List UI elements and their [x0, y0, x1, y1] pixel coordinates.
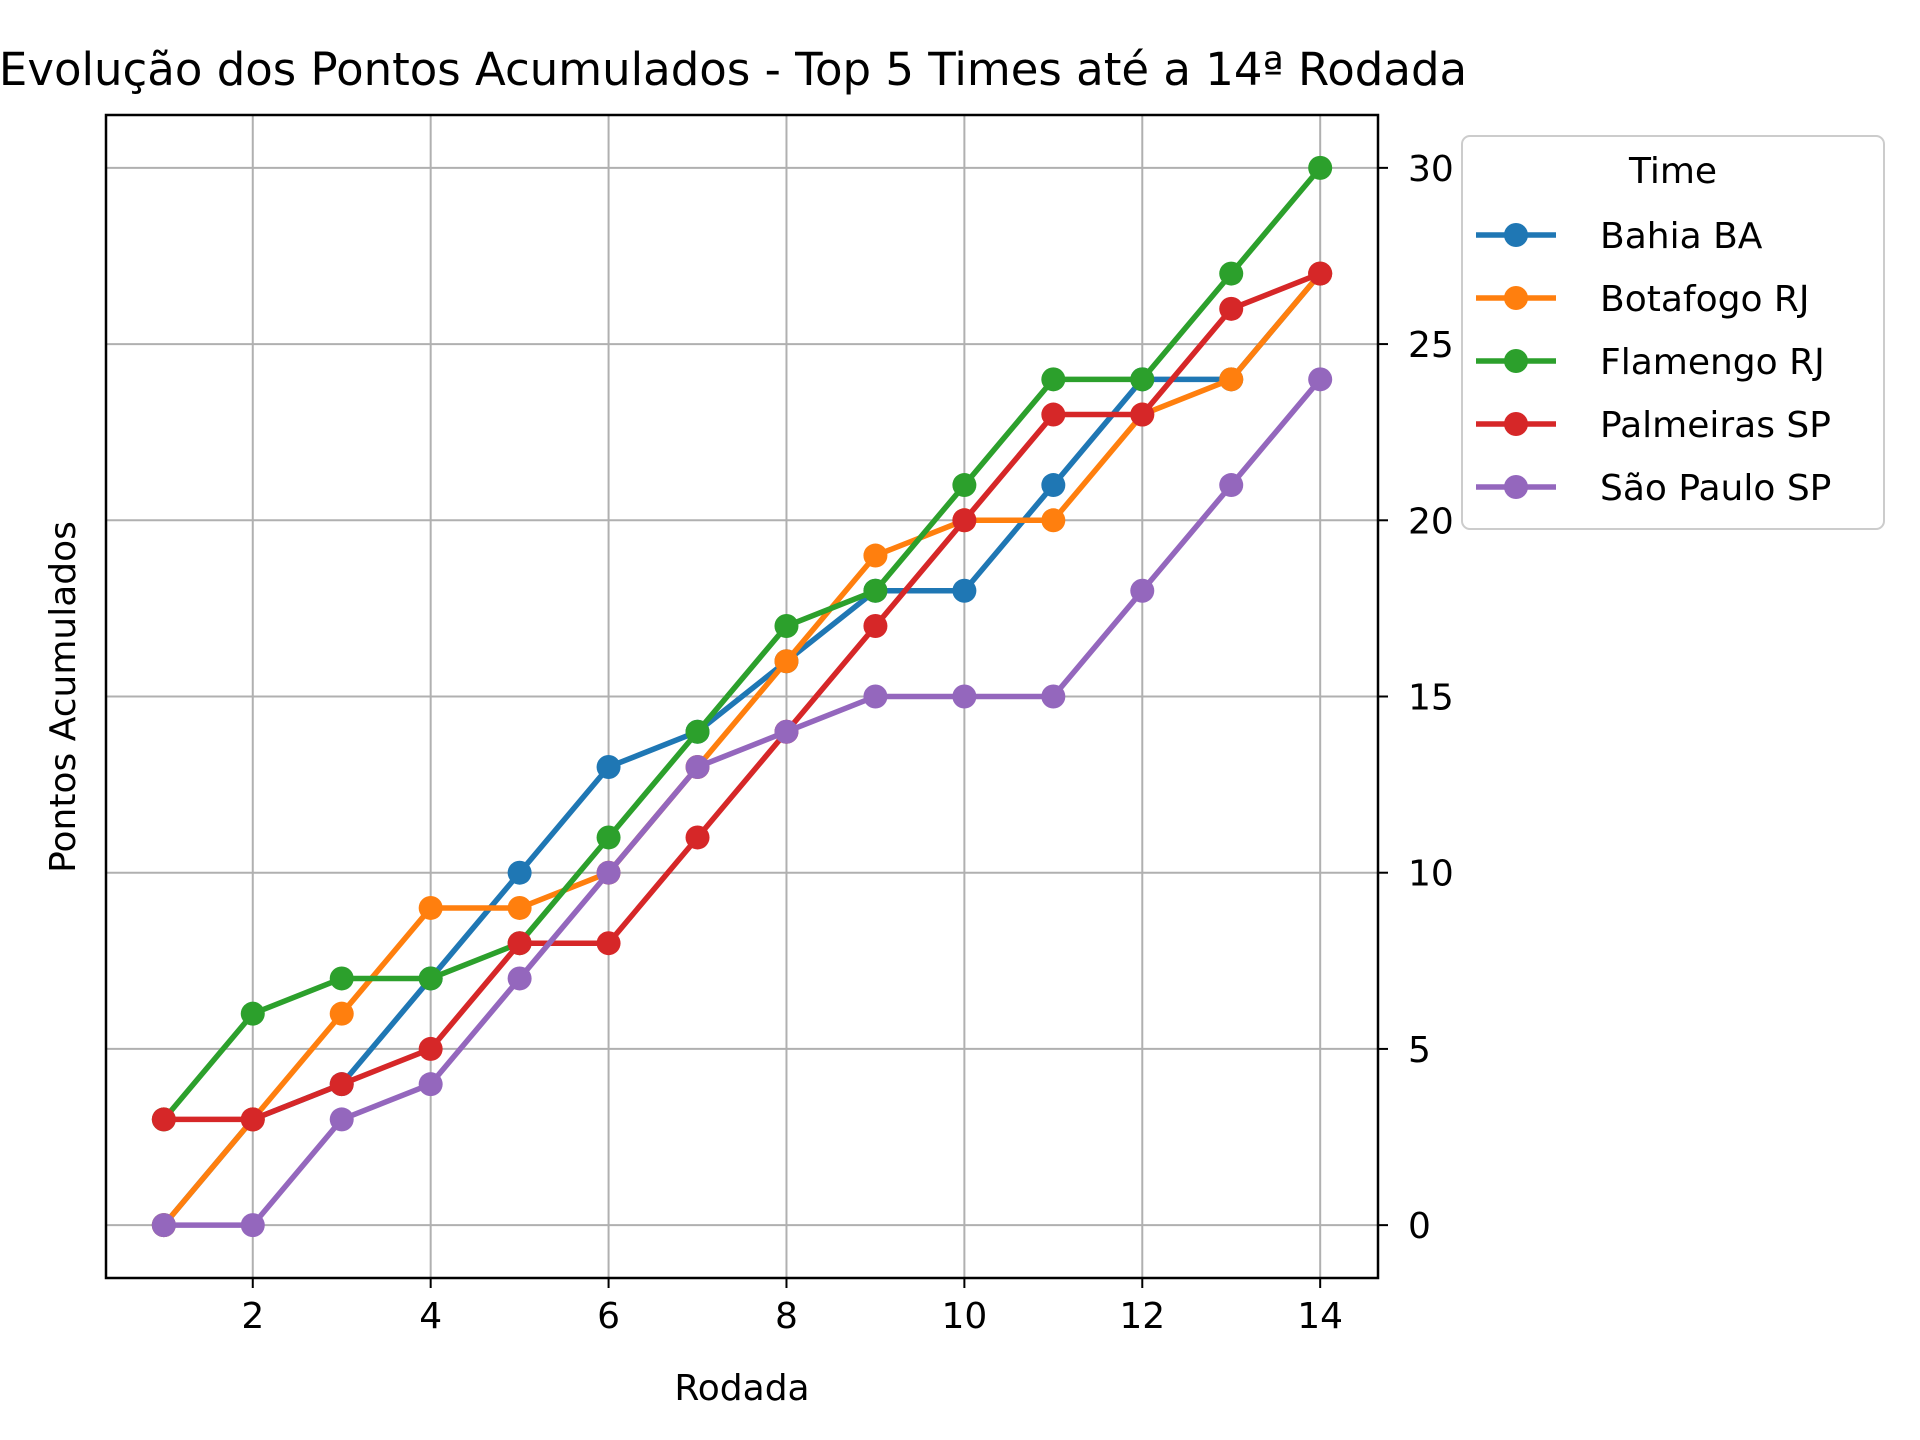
- data-point: [1219, 261, 1244, 286]
- series-line: [161, 271, 1323, 1227]
- data-point: [1130, 402, 1155, 427]
- legend-item: São Paulo SP: [1476, 468, 1831, 509]
- data-point: [418, 1036, 443, 1061]
- y-tick-label: 25: [1408, 325, 1454, 366]
- y-tick-label: 10: [1408, 854, 1454, 895]
- data-point: [952, 684, 977, 709]
- x-tick-label: 10: [941, 1296, 987, 1337]
- data-point: [774, 649, 799, 674]
- series-flamengo-rj: [151, 155, 1333, 1132]
- data-point: [596, 931, 621, 956]
- y-axis-label: Pontos Acumulados: [43, 521, 84, 873]
- data-point: [1041, 367, 1066, 392]
- x-axis-ticks: 2 4 6 8 10 12 14: [241, 1278, 1343, 1337]
- data-point: [1219, 296, 1244, 321]
- data-point: [240, 1213, 265, 1238]
- data-point: [329, 966, 354, 991]
- data-point: [418, 966, 443, 991]
- data-point: [507, 966, 532, 991]
- data-point: [863, 578, 888, 603]
- legend-marker: [1504, 349, 1528, 373]
- x-tick-label: 6: [597, 1296, 620, 1337]
- data-point: [418, 895, 443, 920]
- legend-label: Flamengo RJ: [1600, 342, 1825, 383]
- y-tick-label: 0: [1408, 1206, 1431, 1247]
- data-point: [151, 1213, 176, 1238]
- x-tick-label: 14: [1297, 1296, 1343, 1337]
- data-point: [1219, 473, 1244, 498]
- data-point: [685, 825, 710, 850]
- legend-marker: [1504, 286, 1528, 310]
- series-line: [163, 271, 1322, 1123]
- series-layer: [151, 155, 1333, 1238]
- data-point: [596, 754, 621, 779]
- data-point: [329, 1072, 354, 1097]
- series-line: [163, 377, 1323, 1228]
- data-point: [596, 825, 621, 850]
- data-point: [596, 860, 621, 885]
- x-tick-label: 4: [419, 1296, 442, 1337]
- legend-title: Time: [1628, 151, 1717, 192]
- data-point: [1308, 261, 1333, 286]
- data-point: [1308, 155, 1333, 180]
- legend: Time Bahia BA Botafogo RJ Flamengo RJ Palme…: [1461, 135, 1885, 530]
- y-axis-ticks: 0 5 10 15 20 25 30: [1378, 149, 1454, 1247]
- legend-box: [1461, 135, 1885, 530]
- data-point: [1041, 473, 1066, 498]
- data-point: [774, 614, 799, 639]
- data-point: [507, 860, 532, 885]
- data-point: [863, 614, 888, 639]
- data-point: [952, 578, 977, 603]
- x-tick-label: 8: [775, 1296, 798, 1337]
- legend-item: Flamengo RJ: [1476, 342, 1825, 383]
- x-axis-label: Rodada: [674, 1368, 809, 1409]
- data-point: [1041, 402, 1066, 427]
- y-tick-label: 5: [1408, 1030, 1431, 1071]
- legend-label: São Paulo SP: [1600, 468, 1831, 509]
- legend-marker: [1504, 223, 1528, 247]
- data-point: [1219, 367, 1244, 392]
- data-point: [418, 1072, 443, 1097]
- legend-item: Bahia BA: [1476, 216, 1763, 257]
- data-point: [1130, 578, 1155, 603]
- data-point: [1041, 684, 1066, 709]
- data-point: [151, 1107, 176, 1132]
- legend-marker: [1504, 475, 1528, 499]
- data-point: [952, 508, 977, 533]
- y-tick-label: 15: [1408, 678, 1454, 719]
- data-point: [240, 1107, 265, 1132]
- data-point: [240, 1001, 265, 1026]
- legend-item: Palmeiras SP: [1476, 405, 1831, 446]
- data-point: [1041, 508, 1066, 533]
- data-point: [774, 719, 799, 744]
- data-point: [952, 473, 977, 498]
- legend-label: Palmeiras SP: [1600, 405, 1831, 446]
- series-palmeiras-sp: [151, 261, 1333, 1132]
- y-tick-label: 20: [1408, 501, 1454, 542]
- legend-label: Botafogo RJ: [1600, 279, 1810, 320]
- data-point: [685, 719, 710, 744]
- series-line: [161, 271, 1323, 1227]
- data-point: [507, 895, 532, 920]
- legend-label: Bahia BA: [1600, 216, 1763, 257]
- data-point: [685, 754, 710, 779]
- legend-item: Botafogo RJ: [1476, 279, 1810, 320]
- legend-marker: [1504, 412, 1528, 436]
- data-point: [329, 1107, 354, 1132]
- y-tick-label: 30: [1408, 149, 1454, 190]
- x-tick-label: 12: [1119, 1296, 1165, 1337]
- data-point: [1308, 367, 1333, 392]
- x-tick-label: 2: [241, 1296, 264, 1337]
- data-point: [1130, 367, 1155, 392]
- data-point: [507, 931, 532, 956]
- series-sao-paulo-sp: [151, 367, 1333, 1238]
- data-point: [329, 1001, 354, 1026]
- chart-title: Evolução dos Pontos Acumulados - Top 5 T…: [0, 43, 1467, 96]
- data-point: [863, 684, 888, 709]
- data-point: [863, 543, 888, 568]
- series-line: [161, 166, 1323, 1122]
